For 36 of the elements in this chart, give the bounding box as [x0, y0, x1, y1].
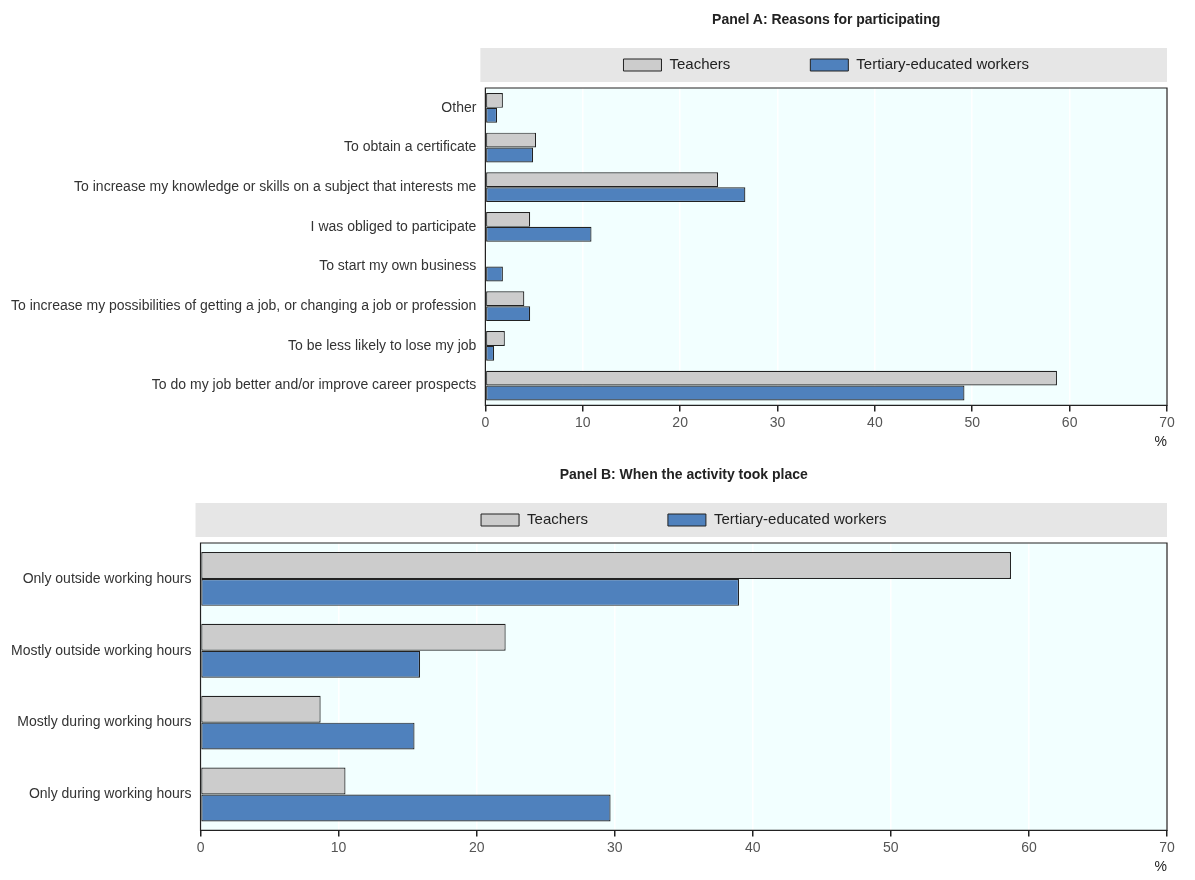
x-tick-label: 60: [1061, 413, 1078, 430]
x-tick-label: 10: [574, 413, 591, 430]
x-tick-label: 10: [330, 838, 347, 855]
legend-label: Teachers: [527, 510, 588, 528]
x-axis-title: %: [1154, 433, 1167, 450]
x-tick-label: 70: [1159, 413, 1175, 430]
y-tick-label: To obtain a certificate: [344, 138, 477, 155]
x-tick-label: 40: [745, 838, 761, 855]
x-tick-label: 40: [867, 413, 883, 430]
y-tick-label: To increase my possibilities of getting a job, or changing a job or profession: [11, 297, 477, 314]
y-tick-label: Mostly outside working hours: [10, 641, 192, 658]
x-tick-label: 70: [1159, 838, 1175, 855]
legend-label: Tertiary-educated workers: [856, 55, 1029, 73]
x-tick-label: 50: [964, 413, 981, 430]
y-tick-label: To be less likely to lose my job: [288, 336, 477, 353]
chart-title: Panel B: When the activity took place: [559, 465, 809, 482]
x-tick-label: 0: [481, 413, 490, 430]
x-tick-label: 30: [769, 413, 786, 430]
legend-label: Tertiary-educated workers: [713, 510, 887, 528]
y-tick-label: To increase my knowledge or skills on a subject that interests me: [74, 178, 477, 195]
y-tick-label: Only during working hours: [28, 785, 192, 802]
y-tick-label: To start my own business: [319, 257, 477, 274]
x-tick-label: 20: [468, 838, 485, 855]
y-tick-label: Other: [441, 98, 477, 115]
x-tick-label: 0: [196, 838, 205, 855]
x-tick-label: 60: [1021, 838, 1037, 855]
y-tick-label: Mostly during working hours: [17, 713, 192, 730]
x-axis-title: %: [1154, 858, 1167, 875]
x-tick-label: 50: [883, 838, 899, 855]
legend-label: Teachers: [669, 55, 731, 73]
y-tick-label: Only outside working hours: [22, 569, 192, 586]
y-tick-label: I was obliged to participate: [310, 217, 477, 234]
x-tick-label: 30: [606, 838, 623, 855]
chart-title: Panel A: Reasons for participating: [712, 10, 941, 27]
x-tick-label: 20: [672, 413, 689, 430]
y-tick-label: To do my job better and/or improve career prospects: [151, 376, 477, 393]
